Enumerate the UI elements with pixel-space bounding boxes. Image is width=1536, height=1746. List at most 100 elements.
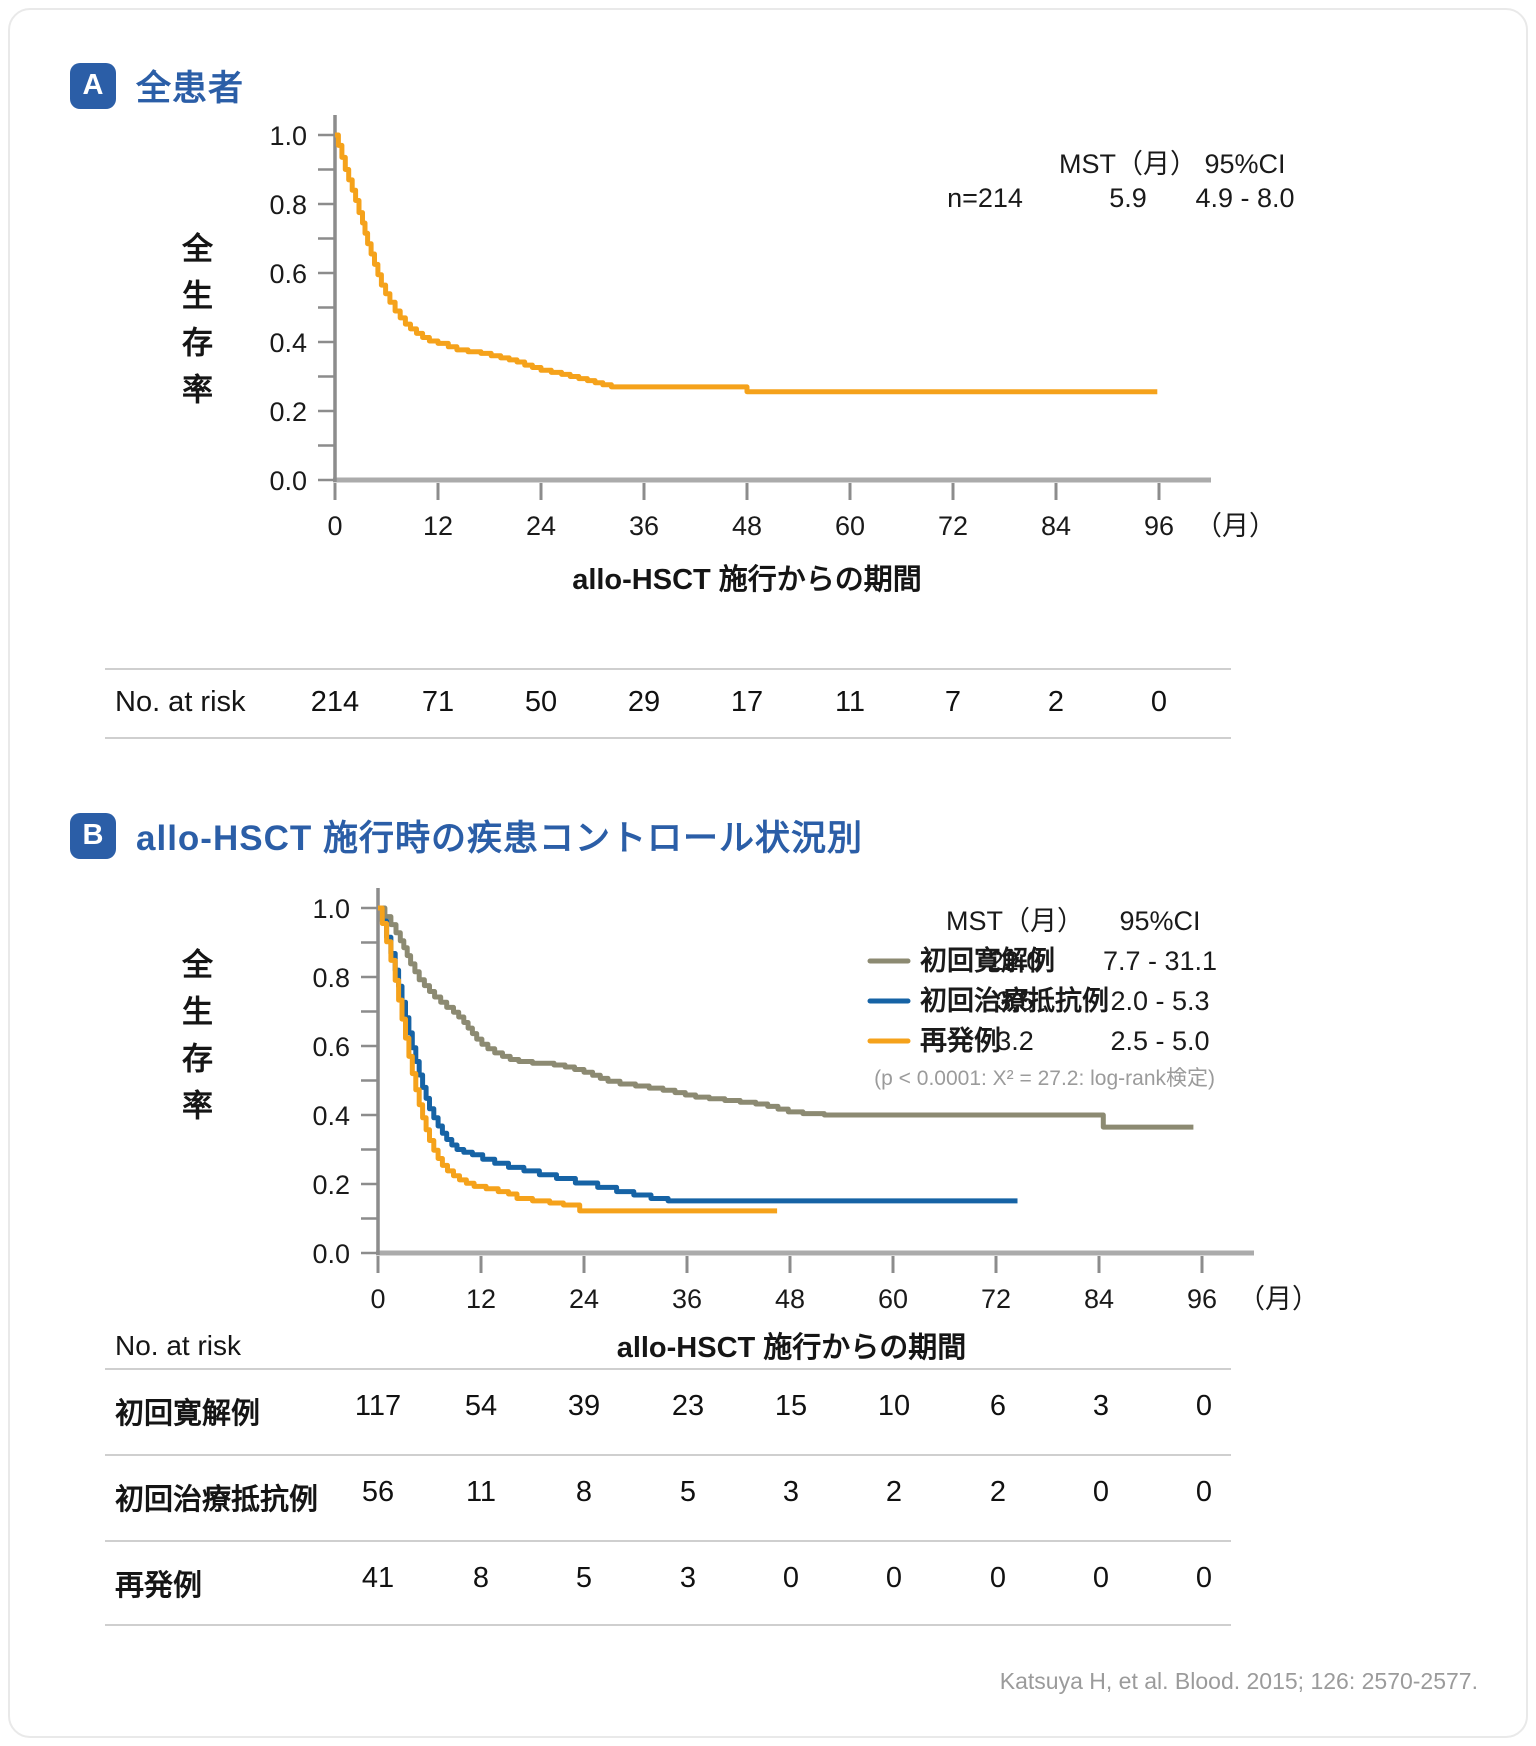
risk-row-label: 初回治療抵抗例 [115, 1484, 319, 1516]
risk-value: 41 [361, 1562, 395, 1594]
risk-value: 2 [885, 1476, 903, 1508]
plot-area: 0.0 0.2 0.4 0.6 0.8 1.0 0 12 24 36 48 60 72 84 96 （月） [312, 888, 1319, 1314]
panel-b-title: allo-HSCT 施行時の疾患コントロール状況別 [136, 819, 863, 858]
risk-value: 11 [465, 1476, 497, 1508]
y-tick-label: 0.0 [312, 1239, 350, 1269]
panel-b-risk-table-rule-1 [105, 1368, 1231, 1370]
y-tick-label: 0.4 [312, 1101, 350, 1131]
panel-a-risk-table-rule-bottom [105, 737, 1231, 739]
risk-value: 0 [1092, 1476, 1110, 1508]
legend-mst-first-remission: 22.0 [989, 946, 1042, 976]
legend-name-first-remission: 初回寛解例 [920, 945, 1055, 976]
plot-area: 0.0 0.2 0.4 0.6 0.8 1.0 0 12 24 36 48 60 72 84 96 （月） [269, 115, 1276, 541]
panel-a-risk-row: No. at risk 214 71 50 29 17 11 7 2 0 [0, 686, 1536, 726]
y-tick-label: 0.2 [312, 1170, 350, 1200]
risk-value: 6 [989, 1390, 1007, 1422]
panel-a-risk-label: No. at risk [115, 686, 246, 718]
x-tick-label: 48 [732, 511, 762, 541]
y-tick-label: 0.4 [269, 328, 307, 358]
risk-value: 2 [1047, 686, 1065, 718]
risk-value: 0 [1195, 1390, 1213, 1422]
panel-a-risk-table-rule-top [105, 668, 1231, 670]
x-unit-label: （月） [1238, 1284, 1319, 1314]
risk-value: 39 [567, 1390, 601, 1422]
y-tick-label: 0.0 [269, 466, 307, 496]
panel-a-km-chart: 0.0 0.2 0.4 0.6 0.8 1.0 0 12 24 36 48 60 72 84 96 （月） M… [269, 115, 1295, 541]
y-tick-label: 0.8 [269, 190, 307, 220]
x-tick-label: 0 [370, 1284, 385, 1314]
x-tick-label: 72 [938, 511, 968, 541]
panel-a-ci-value: 4.9 - 8.0 [1195, 183, 1294, 213]
panel-a-n-label: n=214 [947, 183, 1023, 213]
panel-b-x-axis-title: allo-HSCT 施行からの期間 [616, 1332, 967, 1364]
risk-value: 8 [472, 1562, 490, 1594]
x-tick-label: 84 [1084, 1284, 1114, 1314]
x-tick-label: 0 [327, 511, 342, 541]
x-tick-label: 24 [526, 511, 556, 541]
legend-name-primary-refractory: 初回治療抵抗例 [920, 985, 1109, 1016]
legend-name-relapse: 再発例 [920, 1026, 1001, 1056]
risk-value: 23 [671, 1390, 705, 1422]
citation: Katsuya H, et al. Blood. 2015; 126: 2570… [999, 1668, 1478, 1694]
panel-a-title: 全患者 [136, 69, 245, 108]
x-tick-label: 36 [629, 511, 659, 541]
risk-value: 0 [1092, 1562, 1110, 1594]
legend-mst-relapse: 3.2 [996, 1026, 1034, 1056]
risk-value: 56 [361, 1476, 395, 1508]
panel-b-badge: B [70, 812, 116, 859]
risk-value: 15 [774, 1390, 808, 1422]
risk-value: 3 [679, 1562, 697, 1594]
y-tick-label: 0.2 [269, 397, 307, 427]
risk-value: 117 [354, 1390, 402, 1422]
risk-value: 54 [464, 1390, 498, 1422]
panel-b-mst-header: MST（月） [946, 906, 1084, 936]
panel-a-mst-value: 5.9 [1109, 183, 1147, 213]
x-unit-label: （月） [1195, 511, 1276, 541]
risk-value: 0 [1195, 1562, 1213, 1594]
panel-a-mst-header: MST（月） [1059, 149, 1197, 179]
risk-value: 2 [989, 1476, 1007, 1508]
y-tick-label: 1.0 [312, 894, 350, 924]
x-tick-label: 12 [466, 1284, 496, 1314]
y-tick-label: 0.8 [312, 963, 350, 993]
panel-b-risk-row-primary-refractory: 初回治療抵抗例 56 11 8 5 3 2 2 0 0 [0, 1476, 1536, 1516]
risk-value: 8 [575, 1476, 593, 1508]
risk-value: 0 [1150, 686, 1168, 718]
risk-value: 5 [679, 1476, 697, 1508]
risk-value: 3 [782, 1476, 800, 1508]
panel-b-y-axis-label: 全生存率 [177, 948, 212, 1136]
risk-value: 0 [989, 1562, 1007, 1594]
risk-value: 29 [627, 686, 661, 718]
x-tick-label: 60 [878, 1284, 908, 1314]
legend-ci-primary-refractory: 2.0 - 5.3 [1110, 986, 1209, 1016]
risk-value: 7 [944, 686, 962, 718]
panel-a-ci-header: 95%CI [1204, 149, 1285, 179]
risk-value: 0 [782, 1562, 800, 1594]
y-tick-label: 0.6 [312, 1032, 350, 1062]
x-tick-label: 36 [672, 1284, 702, 1314]
km-curve [335, 132, 1158, 395]
panel-b-risk-table-rule-3 [105, 1540, 1231, 1542]
risk-value: 50 [524, 686, 558, 718]
x-tick-label: 96 [1144, 511, 1174, 541]
panel-b-risk-table-rule-2 [105, 1454, 1231, 1456]
panel-b-ci-header: 95%CI [1119, 906, 1200, 936]
x-tick-label: 96 [1187, 1284, 1217, 1314]
log-rank-p-value: (p < 0.0001: X² = 27.2: log-rank検定) [874, 1067, 1215, 1090]
legend-ci-relapse: 2.5 - 5.0 [1110, 1026, 1209, 1056]
y-tick-label: 1.0 [269, 121, 307, 151]
panel-b-risk-row-first-remission: 初回寛解例 117 54 39 23 15 10 6 3 0 [0, 1390, 1536, 1430]
panel-b-risk-row-relapse: 再発例 41 8 5 3 0 0 0 0 0 [0, 1562, 1536, 1602]
x-tick-label: 84 [1041, 511, 1071, 541]
panel-a-x-axis-title: allo-HSCT 施行からの期間 [572, 564, 922, 596]
legend-ci-first-remission: 7.7 - 31.1 [1103, 946, 1217, 976]
panel-b-header: B allo-HSCT 施行時の疾患コントロール状況別 [70, 810, 863, 861]
x-tick-label: 72 [981, 1284, 1011, 1314]
x-tick-label: 60 [835, 511, 865, 541]
legend-mst-primary-refractory: 3.5 [996, 986, 1034, 1016]
risk-value: 3 [1092, 1390, 1110, 1422]
risk-value: 17 [730, 686, 764, 718]
risk-row-label: 初回寛解例 [115, 1398, 261, 1430]
risk-value: 5 [575, 1562, 593, 1594]
